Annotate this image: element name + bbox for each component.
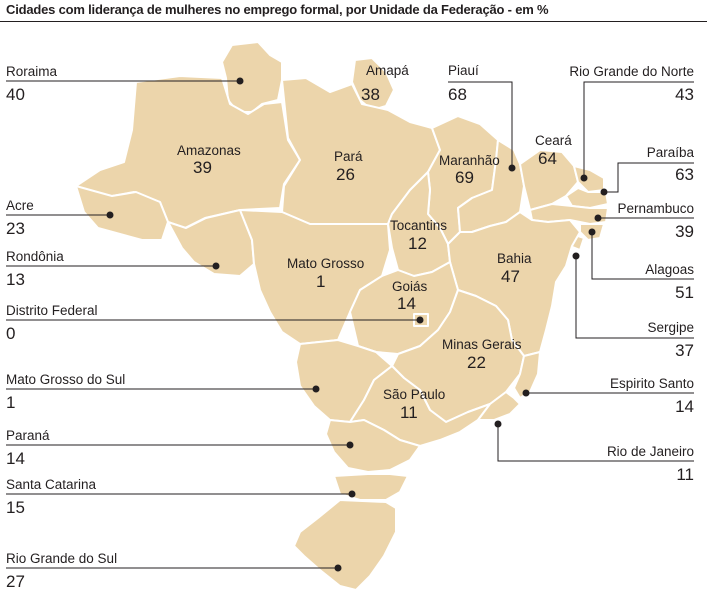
marker-paraiba xyxy=(600,188,608,196)
marker-roraima xyxy=(236,77,244,85)
label-ms-name: Mato Grosso do Sul xyxy=(6,372,126,387)
marker-piaui xyxy=(508,164,516,172)
marker-rondonia xyxy=(212,262,220,270)
leader-piaui xyxy=(448,81,513,168)
state-rj xyxy=(477,391,521,421)
label-rgn-value: 43 xyxy=(675,85,694,104)
marker-rj xyxy=(494,420,502,428)
label-tocantins-value: 12 xyxy=(408,234,427,253)
label-amazonas-name: Amazonas xyxy=(177,143,241,158)
title-rule xyxy=(0,21,707,22)
marker-es xyxy=(522,389,530,397)
label-sc-name: Santa Catarina xyxy=(6,477,97,492)
label-df-value: 0 xyxy=(6,324,16,343)
marker-parana xyxy=(346,441,354,449)
state-roraima xyxy=(221,41,283,113)
label-ms-value: 1 xyxy=(6,393,16,412)
leader-alagoas xyxy=(591,232,694,280)
marker-sergipe xyxy=(572,252,580,260)
label-minas-value: 22 xyxy=(467,353,486,372)
label-para-value: 26 xyxy=(336,165,355,184)
label-sergipe-name: Sergipe xyxy=(647,320,694,335)
marker-pernambuco xyxy=(594,214,602,222)
label-mato-grosso-name: Mato Grosso xyxy=(287,256,365,271)
label-rgn-name: Rio Grande do Norte xyxy=(569,64,694,79)
label-alagoas-value: 51 xyxy=(675,283,694,302)
label-roraima-name: Roraima xyxy=(6,64,58,79)
label-sao-paulo-value: 11 xyxy=(400,403,418,422)
state-sao-paulo xyxy=(349,365,491,447)
leader-sergipe xyxy=(575,256,694,339)
label-piaui-value: 68 xyxy=(448,85,467,104)
state-acre xyxy=(75,185,169,241)
marker-ms xyxy=(312,385,320,393)
label-amazonas-value: 39 xyxy=(193,158,212,177)
label-maranhao-value: 69 xyxy=(455,168,474,187)
label-df-name: Distrito Federal xyxy=(6,303,98,318)
label-pernambuco-name: Pernambuco xyxy=(617,201,694,216)
label-sao-paulo-name: São Paulo xyxy=(383,387,446,402)
marker-acre xyxy=(106,211,114,219)
label-acre-name: Acre xyxy=(6,198,34,213)
label-es-name: Espirito Santo xyxy=(609,376,694,391)
label-alagoas-name: Alagoas xyxy=(645,262,694,277)
marker-rs xyxy=(334,564,342,572)
label-rs-name: Rio Grande do Sul xyxy=(6,551,118,566)
label-acre-value: 23 xyxy=(6,219,25,238)
label-es-value: 14 xyxy=(675,397,694,416)
label-tocantins-name: Tocantins xyxy=(390,218,448,233)
label-roraima-value: 40 xyxy=(6,85,25,104)
label-goias-name: Goiás xyxy=(392,279,428,294)
label-parana-name: Paraná xyxy=(6,428,50,443)
label-amapa-value: 38 xyxy=(361,85,380,104)
label-rondonia-value: 13 xyxy=(6,270,25,289)
leader-rgn xyxy=(583,81,694,178)
state-rs xyxy=(293,499,397,591)
map-title: Cidades com liderança de mulheres no emp… xyxy=(6,2,549,17)
label-piaui-name: Piauí xyxy=(448,63,479,78)
label-paraiba-value: 63 xyxy=(675,165,694,184)
label-pernambuco-value: 39 xyxy=(675,222,694,241)
label-parana-value: 14 xyxy=(6,449,25,468)
label-sc-value: 15 xyxy=(6,498,25,517)
marker-alagoas xyxy=(588,228,596,236)
label-bahia-value: 47 xyxy=(501,267,520,286)
label-goias-value: 14 xyxy=(397,294,416,313)
state-ceara xyxy=(519,149,579,211)
marker-sc xyxy=(348,490,356,498)
label-para-name: Pará xyxy=(334,149,363,164)
label-amapa-name: Amapá xyxy=(366,63,409,78)
label-paraiba-name: Paraíba xyxy=(646,145,694,160)
state-parana xyxy=(325,419,421,473)
label-maranhao-name: Maranhão xyxy=(439,153,500,168)
label-rj-name: Rio de Janeiro xyxy=(606,444,694,459)
label-rj-value: 11 xyxy=(676,465,694,484)
leader-paraiba xyxy=(604,162,694,193)
label-minas-name: Minas Gerais xyxy=(442,337,522,352)
label-sergipe-value: 37 xyxy=(675,341,694,360)
state-sc xyxy=(333,473,409,501)
label-rs-value: 27 xyxy=(6,572,25,591)
label-ceara-value: 64 xyxy=(538,149,557,168)
marker-rgn xyxy=(580,174,588,182)
leader-rj xyxy=(497,424,694,462)
label-rondonia-name: Rondônia xyxy=(6,249,64,264)
marker-df xyxy=(416,316,424,324)
label-mato-grosso-value: 1 xyxy=(316,272,326,291)
label-bahia-name: Bahia xyxy=(497,251,532,266)
label-ceara-name: Ceará xyxy=(535,133,572,148)
